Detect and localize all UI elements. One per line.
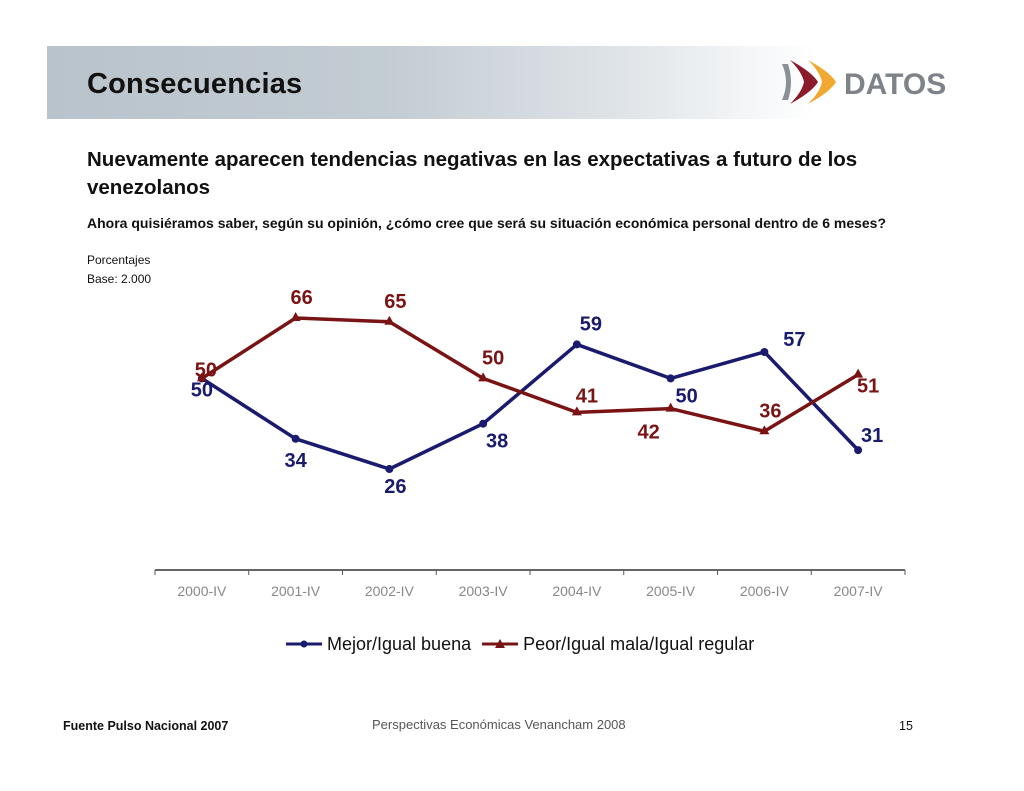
x-tick-label: 2001-IV: [271, 583, 321, 599]
legend-label-peor: Peor/Igual mala/Igual regular: [523, 633, 755, 654]
logo-orange-chevron-icon: [808, 60, 836, 104]
data-label-mejor: 59: [580, 313, 602, 335]
x-tick-label: 2000-IV: [177, 583, 227, 599]
legend-label-mejor: Mejor/Igual buena: [327, 633, 472, 654]
chart-legend: Mejor/Igual buena Peor/Igual mala/Igual …: [285, 632, 764, 656]
legend-item-mejor: Mejor/Igual buena: [285, 634, 471, 655]
data-label-mejor: 31: [861, 425, 883, 447]
x-tick-label: 2006-IV: [740, 583, 790, 599]
logo-text: DATOS: [844, 68, 946, 101]
data-point-peor: [196, 372, 207, 382]
data-label-mejor: 38: [486, 431, 508, 453]
survey-question: Ahora quisiéramos saber, según su opinió…: [87, 215, 887, 231]
legend-swatch-triangle-icon: [482, 639, 519, 648]
headline: Nuevamente aparecen tendencias negativas…: [87, 148, 858, 199]
series-line-peor: [200, 316, 860, 433]
data-label-mejor: 50: [191, 379, 213, 401]
data-label-mejor: 34: [285, 450, 308, 472]
data-point-mejor: [666, 374, 675, 383]
data-label-peor: 50: [482, 347, 504, 369]
data-label-mejor: 50: [676, 385, 698, 407]
x-tick-label: 2003-IV: [459, 583, 509, 599]
x-tick-label: 2002-IV: [365, 583, 415, 599]
x-tick-label: 2007-IV: [834, 583, 884, 599]
data-label-peor: 66: [291, 287, 313, 309]
x-tick-label: 2004-IV: [552, 583, 602, 599]
slide-title: Consecuencias: [87, 68, 303, 100]
data-label-peor: 41: [576, 385, 598, 407]
data-point-mejor: [854, 446, 863, 455]
data-label-peor: 51: [857, 376, 879, 398]
logo-red-chevron-icon: [790, 60, 818, 104]
page-number: 15: [899, 719, 913, 733]
data-point-peor: [290, 312, 301, 321]
footer-source: Fuente Pulso Nacional 2007: [63, 719, 229, 733]
data-point-peor: [759, 425, 770, 435]
data-point-mejor: [572, 340, 581, 349]
legend-item-peor: Peor/Igual mala/Igual regular: [481, 634, 754, 655]
data-label-peor: 42: [638, 422, 660, 444]
data-point-peor: [478, 372, 489, 382]
logo-gray-chevron-icon: [782, 64, 791, 100]
units-note: Porcentajes: [87, 253, 151, 267]
legend-swatch-circle-icon: [286, 640, 322, 648]
series-line-mejor: [200, 342, 860, 471]
data-point-peor: [853, 368, 864, 378]
header-banner: [47, 46, 1007, 119]
data-point-peor: [384, 315, 395, 325]
data-label-peor: 50: [195, 359, 217, 381]
base-note: Base: 2.000: [87, 272, 152, 286]
x-tick-label: 2005-IV: [646, 583, 696, 599]
data-label-peor: 36: [759, 400, 781, 422]
footer-center-text: Perspectivas Económicas Venancham 2008: [372, 717, 626, 732]
data-point-mejor: [760, 347, 769, 356]
data-point-peor: [665, 402, 676, 412]
datos-logo: DATOS: [782, 60, 946, 104]
data-label-mejor: 57: [783, 329, 805, 351]
data-point-peor: [571, 406, 582, 416]
data-point-mejor: [479, 419, 488, 428]
data-label-peor: 65: [384, 291, 406, 313]
data-point-mejor: [291, 434, 300, 443]
data-point-mejor: [385, 465, 394, 473]
data-label-mejor: 26: [384, 476, 406, 498]
